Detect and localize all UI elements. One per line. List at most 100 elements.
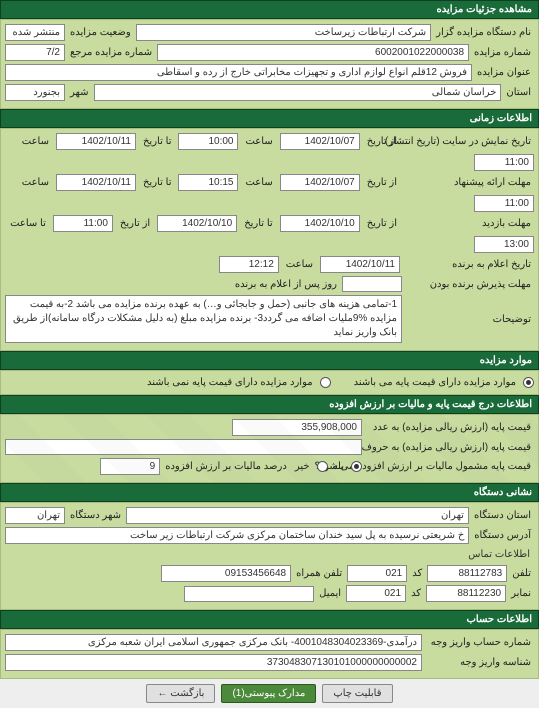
field-accept-deadline — [342, 276, 402, 292]
field-to-date-2: 1402/10/10 — [157, 215, 237, 232]
attachments-button[interactable]: مدارک پیوستی(1) — [221, 684, 316, 703]
auction-items-body: موارد مزایده دارای قیمت پایه می باشند مو… — [0, 370, 539, 395]
field-to-time-2: 13:00 — [474, 236, 534, 253]
label-visit-deadline: مهلت بازدید — [404, 216, 534, 231]
radio-icon-vat-yes — [351, 461, 362, 472]
footer-buttons: قابلیت چاپ مدارک پیوستی(1) بازگشت ← — [0, 679, 539, 708]
field-title: فروش 12قلم انواع لوازم اداری و تجهیزات م… — [5, 64, 472, 81]
radio-vat-no[interactable]: خیر — [292, 459, 328, 474]
label-account-no: شماره حساب واریز وجه — [424, 635, 534, 650]
label-accept-deadline: مهلت پذیرش برنده بودن — [404, 277, 534, 292]
label-from-time-2: از تاریخ — [117, 216, 153, 231]
label-vat-question: قیمت پایه مشمول مالیات بر ارزش افزوده می… — [364, 459, 534, 474]
field-phone-code: 021 — [347, 565, 407, 582]
field-winner-date: 1402/10/11 — [320, 256, 400, 273]
radio-icon-vat-no — [317, 461, 328, 472]
field-status: منتشر شده — [5, 24, 65, 41]
auction-details-body: نام دستگاه مزایده گزار شرکت ارتباطات زیر… — [0, 19, 539, 109]
field-from-date-2: 1402/10/10 — [280, 215, 360, 232]
field-time-0b: 11:00 — [474, 154, 534, 171]
field-time-1b: 11:00 — [474, 195, 534, 212]
field-from-date-1: 1402/10/07 — [280, 174, 360, 191]
label-time-0b: ساعت — [19, 134, 52, 149]
label-fax-code: کد — [408, 586, 424, 601]
label-description: توضیحات — [404, 312, 534, 327]
auction-details-header: مشاهده جزئیات مزایده — [0, 0, 539, 19]
radio-label-has-base: موارد مزایده دارای قیمت پایه می باشند — [351, 375, 519, 390]
label-device-name: نام دستگاه مزایده گزار — [433, 25, 534, 40]
field-ref-no: 7/2 — [5, 44, 65, 61]
field-to-date-1: 1402/10/11 — [56, 174, 136, 191]
label-dev-province: استان دستگاه — [471, 508, 534, 523]
label-publish-date: تاریخ نمایش در سایت (تاریخ انتشار) — [404, 134, 534, 149]
field-dev-city: تهران — [5, 507, 65, 524]
field-device-name: شرکت ارتباطات زیرساخت — [136, 24, 431, 41]
label-base-price-words: قیمت پایه (ارزش ریالی مزایده) به حروف — [364, 440, 534, 455]
label-phone-code: کد — [409, 566, 425, 581]
field-city: بجنورد — [5, 84, 65, 101]
label-days-after: روز پس از اعلام به برنده — [232, 277, 340, 292]
label-time-1a: ساعت — [242, 175, 275, 190]
field-dev-address: خ شریعتی نرسیده به پل سید خندان ساختمان … — [5, 527, 469, 544]
label-proposal-deadline: مهلت ارائه پیشنهاد — [404, 175, 534, 190]
field-auction-no: 6002001022000038 — [157, 44, 469, 61]
label-city: شهر — [67, 85, 92, 100]
label-dev-address: آدرس دستگاه — [471, 528, 534, 543]
label-vat-percent: درصد مالیات بر ارزش افزوده — [162, 459, 290, 474]
field-province: خراسان شمالی — [94, 84, 502, 101]
time-info-header: اطلاعات زمانی — [0, 109, 539, 128]
label-time-0a: ساعت — [242, 134, 275, 149]
print-button[interactable]: قابلیت چاپ — [322, 684, 392, 703]
field-vat-percent: 9 — [100, 458, 160, 475]
label-mobile: تلفن همراه — [293, 566, 345, 581]
label-from-date-2: از تاریخ — [364, 216, 400, 231]
label-to-date-2: تا تاریخ — [241, 216, 276, 231]
label-to-date-0: تا تاریخ — [140, 134, 175, 149]
label-ref-no: شماره مزایده مرجع — [67, 45, 155, 60]
label-dev-city: شهر دستگاه — [67, 508, 124, 523]
field-fax-code: 021 — [346, 585, 406, 602]
label-time-1b: ساعت — [19, 175, 52, 190]
label-base-price-num: قیمت پایه (ارزش ریالی مزایده) به عدد — [364, 420, 534, 435]
radio-no-base-price[interactable]: موارد مزایده دارای قیمت پایه نمی باشند — [144, 375, 331, 390]
field-email — [184, 586, 314, 602]
label-email: ایمیل — [316, 586, 344, 601]
field-mobile: 09153456648 — [161, 565, 291, 582]
field-from-date-0: 1402/10/07 — [280, 133, 360, 150]
device-address-header: نشانی دستگاه — [0, 483, 539, 502]
radio-has-base-price[interactable]: موارد مزایده دارای قیمت پایه می باشند — [351, 375, 534, 390]
radio-vat-yes[interactable]: بله — [330, 459, 362, 474]
field-description: 1-تمامی هزینه های جانبی (حمل و جابجائی و… — [5, 295, 402, 343]
label-province: استان — [503, 85, 534, 100]
field-time-0a: 10:00 — [178, 133, 238, 150]
field-phone: 88112783 — [427, 565, 507, 582]
contact-info-subheader: اطلاعات تماس — [5, 547, 534, 562]
field-account-no: درآمدی-4001048304023369- بانک مرکزی جمهو… — [5, 634, 422, 651]
label-fax: نمابر — [508, 586, 534, 601]
field-dev-province: تهران — [126, 507, 469, 524]
field-winner-time: 12:12 — [219, 256, 279, 273]
label-phone: تلفن — [509, 566, 534, 581]
radio-icon-unchecked — [320, 377, 331, 388]
radio-icon-checked — [523, 377, 534, 388]
radio-label-vat-no: خیر — [292, 459, 313, 474]
device-address-body: استان دستگاه تهران شهر دستگاه تهران آدرس… — [0, 502, 539, 610]
base-price-body: قیمت پایه (ارزش ریالی مزایده) به عدد 355… — [0, 414, 539, 483]
base-price-header: اطلاعات درج قیمت پایه و مالیات بر ارزش ا… — [0, 395, 539, 414]
field-time-1a: 10:15 — [178, 174, 238, 191]
auction-items-header: موارد مزایده — [0, 351, 539, 370]
time-info-body: تاریخ نمایش در سایت (تاریخ انتشار) از تا… — [0, 128, 539, 351]
label-to-time-2: تا ساعت — [7, 216, 49, 231]
radio-label-vat-yes: بله — [330, 459, 347, 474]
label-from-date-0: از تاریخ — [364, 134, 400, 149]
label-auction-no: شماره مزایده — [471, 45, 534, 60]
back-button[interactable]: بازگشت ← — [146, 684, 215, 703]
account-info-body: شماره حساب واریز وجه درآمدی-400104830402… — [0, 629, 539, 679]
label-deposit-id: شناسه واریز وجه — [424, 655, 534, 670]
field-fax: 88112230 — [426, 585, 506, 602]
field-to-date-0: 1402/10/11 — [56, 133, 136, 150]
label-status: وضعیت مزایده — [67, 25, 134, 40]
field-base-price-num: 355,908,000 — [232, 419, 362, 436]
field-from-time-2: 11:00 — [53, 215, 113, 232]
field-deposit-id: 373048307130101000000000002 — [5, 654, 422, 671]
